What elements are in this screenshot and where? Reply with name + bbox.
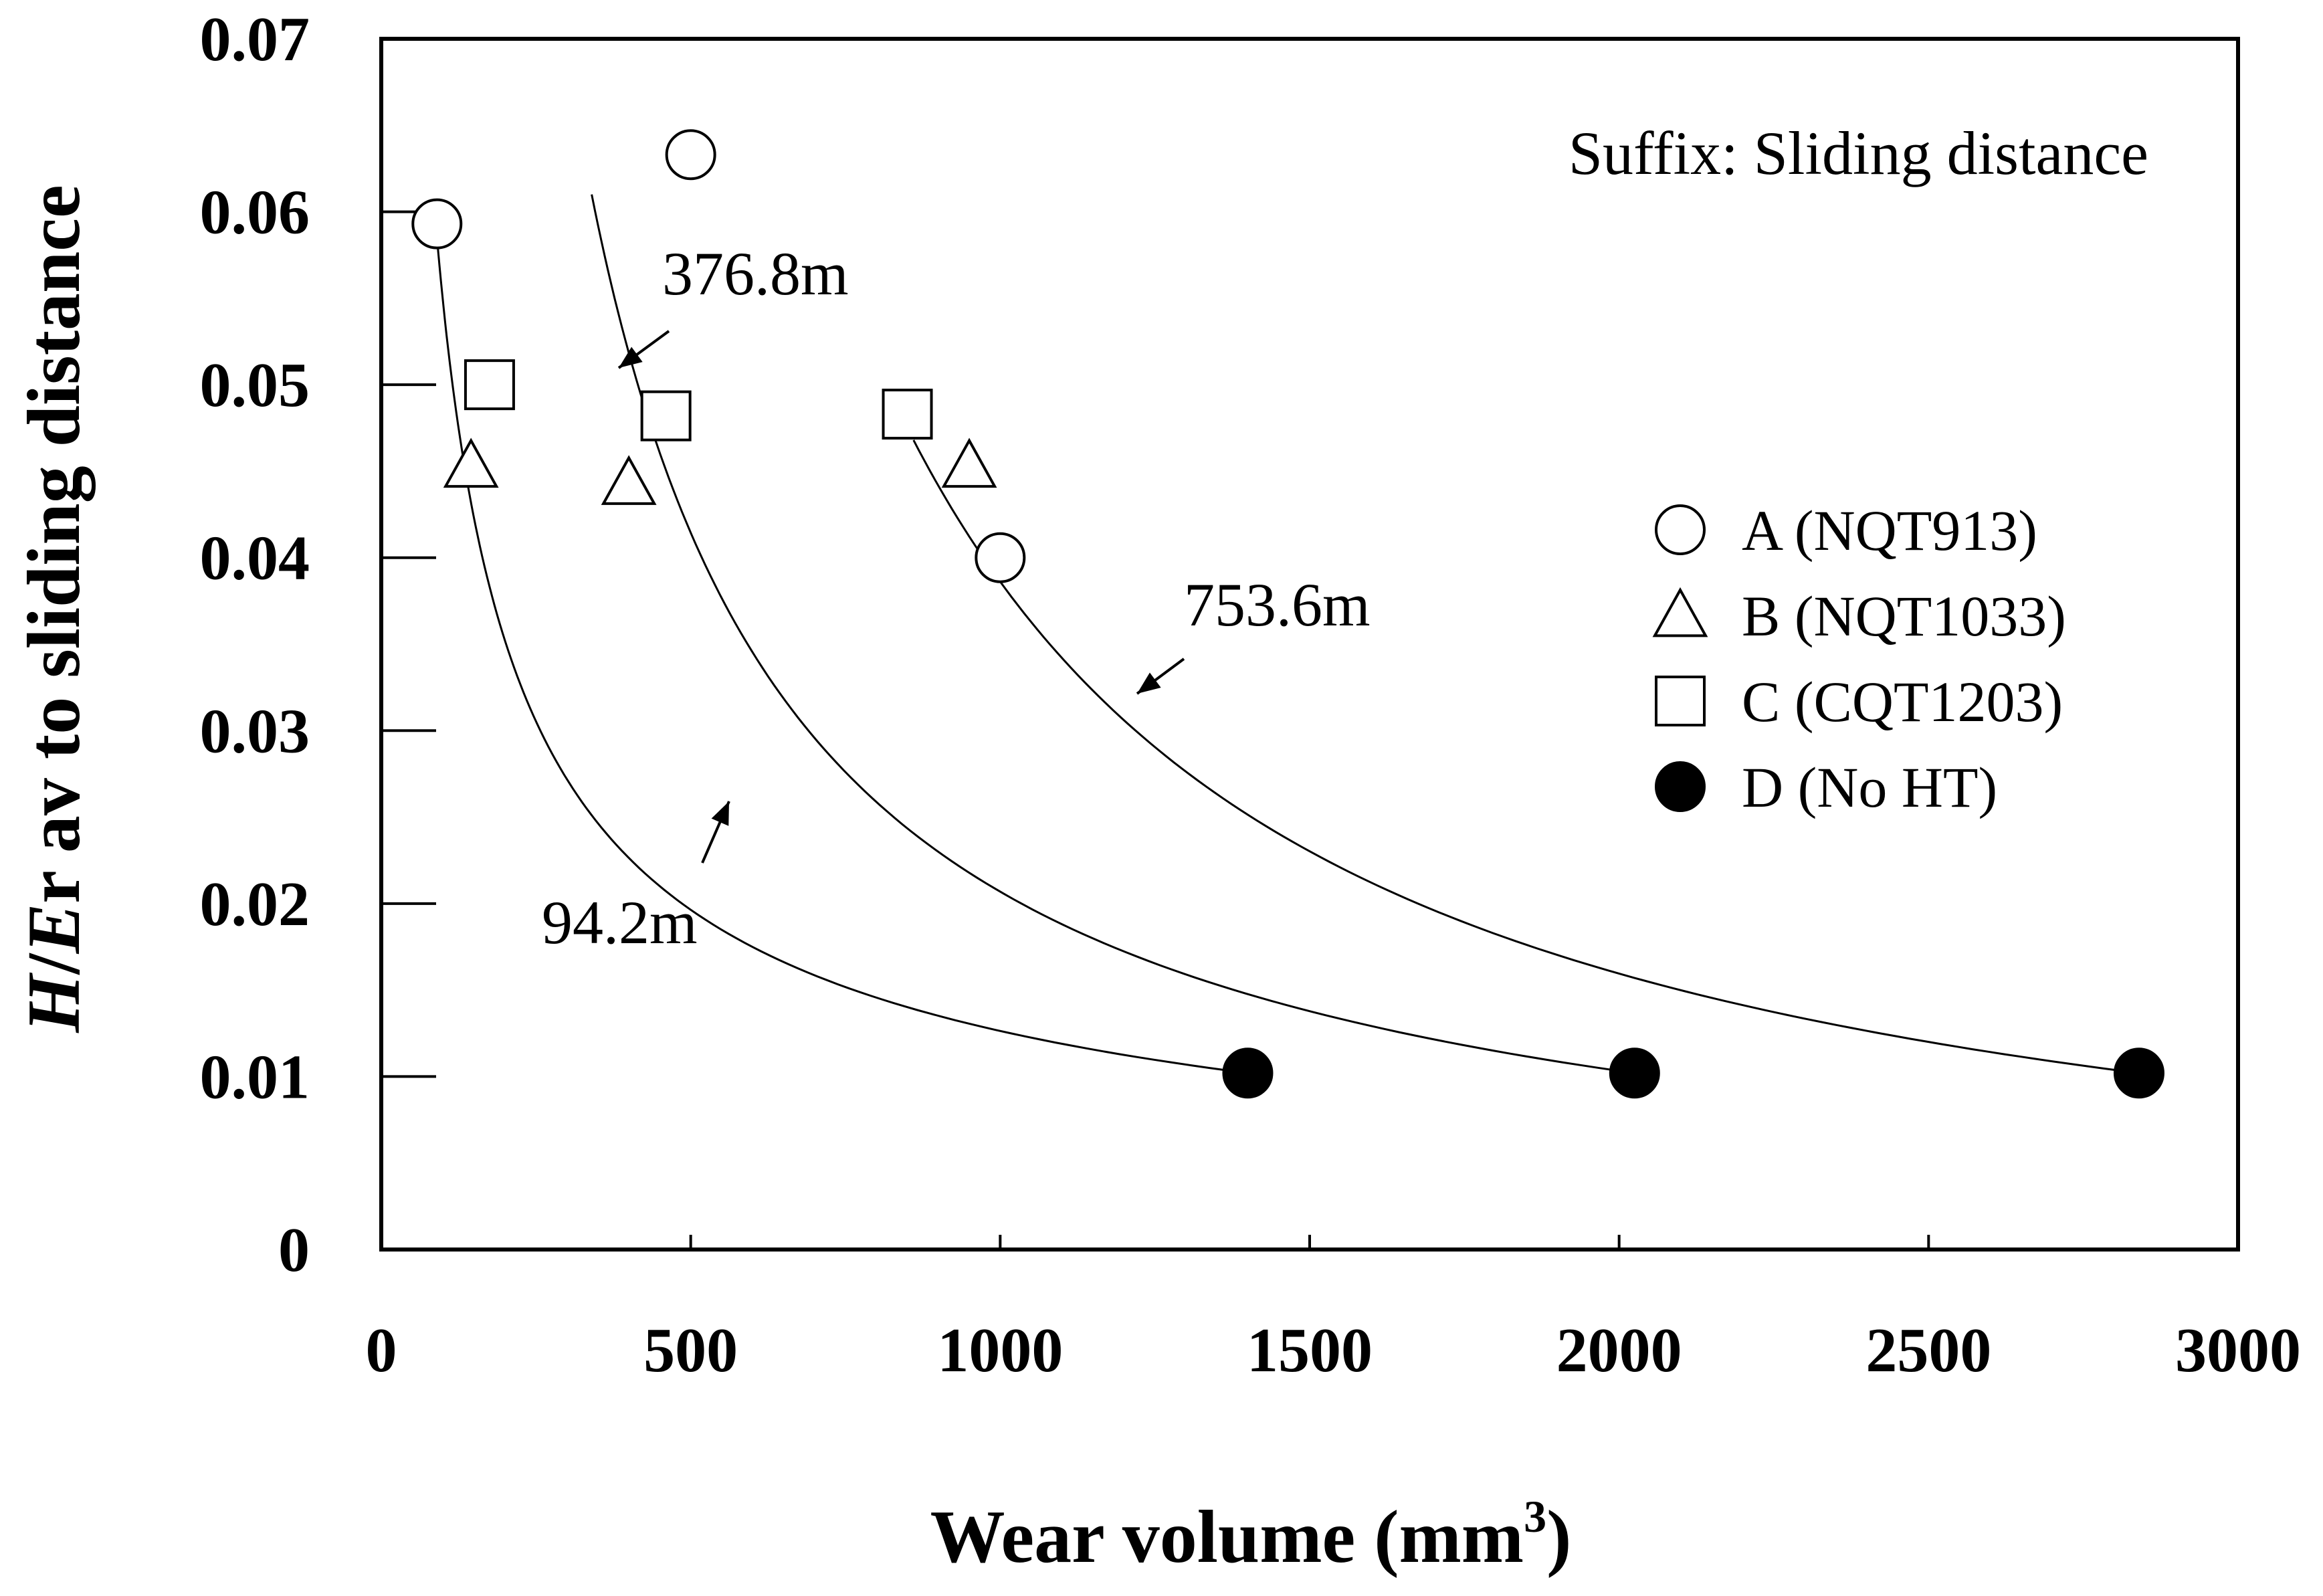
x-axis-title-sup: 3 [1524,1491,1546,1542]
data-point [665,129,716,181]
arrow-head [619,346,643,368]
legend-marker [1652,587,1708,637]
data-point [1609,1048,1660,1099]
legend-marker [1655,504,1706,555]
legend: A (NQT913) B (NQT1033) C (CQT1203) D (No HT… [1652,498,2066,819]
data-point [882,389,933,440]
trend-curve [435,237,1248,1074]
note-text: Suffix: Sliding distance [1569,119,2148,187]
legend-label: C (CQT1203) [1742,670,2063,734]
y-axis-title: H/Er av to sliding distance [13,185,96,1033]
y-tick-label: 0.03 [200,696,310,766]
data-point [975,532,1026,583]
x-tick-label: 500 [643,1316,738,1385]
legend-label: A (NQT913) [1742,498,2037,563]
x-axis-title-main: Wear volume (mm [930,1496,1524,1579]
x-axis-title-close: ) [1546,1496,1571,1579]
y-tick-label: 0.06 [200,178,310,247]
data-point [2113,1048,2164,1099]
y-tick-label: 0.02 [200,870,310,939]
data-point [411,198,463,250]
x-tick-label: 1000 [937,1316,1063,1385]
x-tick-label: 1500 [1247,1316,1373,1385]
trend-curve [912,439,2140,1074]
data-point [1222,1048,1274,1099]
arrow-head [711,801,729,826]
y-tick-label: 0.04 [200,524,310,593]
legend-label: B (NQT1033) [1742,584,2066,648]
curve-label: 94.2m [542,888,698,957]
x-tick-label: 2000 [1556,1316,1682,1385]
y-axis-title-h: H [13,973,96,1033]
y-axis-title-slash: / [13,953,96,976]
trend-curves [435,194,2140,1074]
x-tick-label: 3000 [2175,1316,2301,1385]
axis-ticks: 0 500 1000 1500 2000 2500 3000 0 0.01 0.02 0.03 0.0… [200,5,2302,1385]
y-tick-label: 0.05 [200,351,310,420]
data-point [941,437,997,488]
data-point [443,437,499,488]
data-point [601,455,657,505]
y-axis-title-rest: r av to sliding distance [13,185,96,904]
legend-label: D (No HT) [1742,755,1997,819]
curve-label: 376.8m [662,239,849,308]
arrow-head [1137,672,1161,694]
y-tick-label: 0.07 [200,5,310,74]
x-axis-title: Wear volume (mm3) [930,1491,1572,1579]
x-tick-label: 0 [366,1316,397,1385]
x-tick-label: 2500 [1865,1316,1991,1385]
data-point [640,390,692,441]
curve-label: 753.6m [1184,571,1371,639]
legend-marker [1655,676,1706,726]
y-tick-label: 0.01 [200,1042,310,1112]
legend-marker [1655,761,1706,812]
data-markers [411,129,2164,1099]
y-axis-title-e: E [13,904,96,955]
data-point [464,359,515,411]
trend-curve [591,194,1635,1074]
y-tick-label: 0 [278,1215,310,1285]
annotation-arrows: 94.2m 376.8m 753.6m [542,239,1371,957]
